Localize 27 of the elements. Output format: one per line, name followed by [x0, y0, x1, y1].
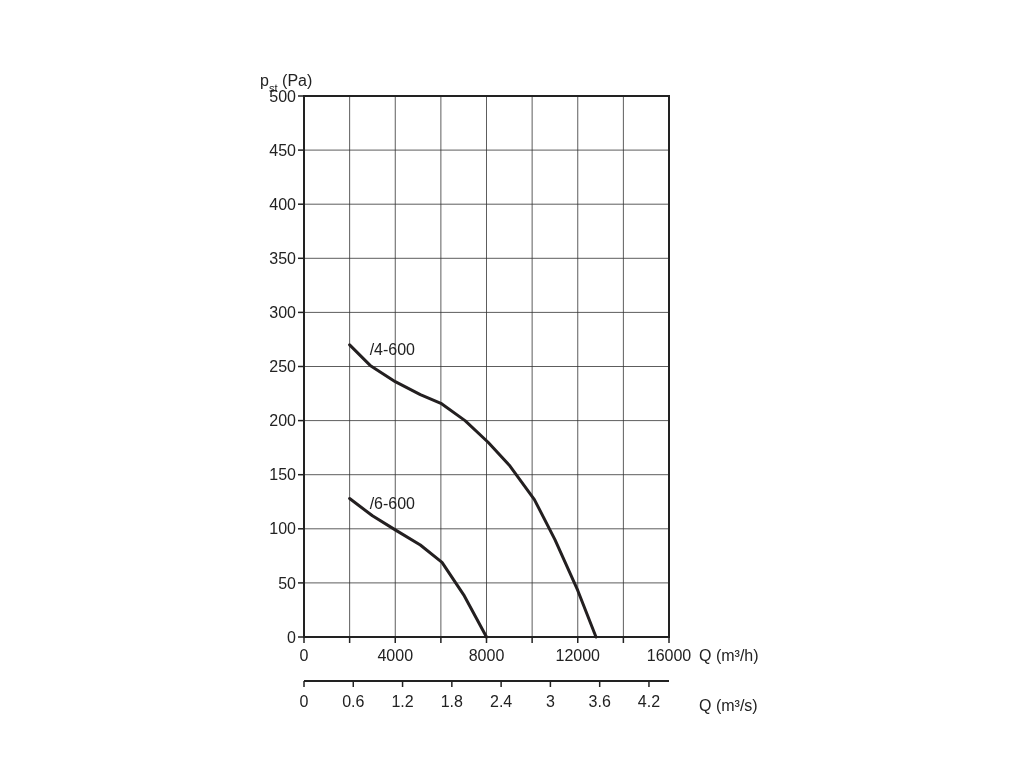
- x2-axis-title: Q (m³/s): [699, 697, 758, 714]
- y-tick-label: 450: [269, 141, 297, 159]
- x2-tick-label: 1.8: [440, 693, 464, 710]
- x2-tick-label: 3.6: [588, 693, 611, 710]
- y-tick-label: 150: [269, 466, 297, 484]
- y-tick-label: 350: [269, 249, 297, 267]
- x2-tick-label: 4.2: [637, 693, 661, 710]
- x-tick-label: 12000: [555, 647, 601, 664]
- series-label: /6-600: [369, 494, 416, 512]
- y-tick-label: 400: [269, 195, 297, 213]
- y-tick-label: 100: [269, 520, 297, 538]
- x2-tick-label: 0: [299, 693, 309, 710]
- x2-tick-label: 2.4: [489, 693, 513, 710]
- x-axis-title: Q (m³/h): [699, 647, 759, 664]
- y-tick-label: 200: [269, 412, 297, 430]
- x-tick-label: 8000: [468, 647, 505, 664]
- x-tick-label: 16000: [646, 647, 692, 664]
- y-tick-label: 300: [269, 304, 297, 321]
- series-label: /4-600: [369, 340, 416, 358]
- y-tick-label: 250: [269, 358, 297, 376]
- x2-tick-label: 0.6: [342, 693, 365, 710]
- x2-tick-label: 1.2: [391, 693, 414, 710]
- x2-tick-label: 3: [545, 693, 555, 710]
- x-tick-label: 0: [299, 647, 309, 664]
- y-tick-label: 0: [287, 628, 297, 646]
- x-tick-label: 4000: [377, 647, 414, 664]
- y-tick-label: 50: [278, 574, 297, 592]
